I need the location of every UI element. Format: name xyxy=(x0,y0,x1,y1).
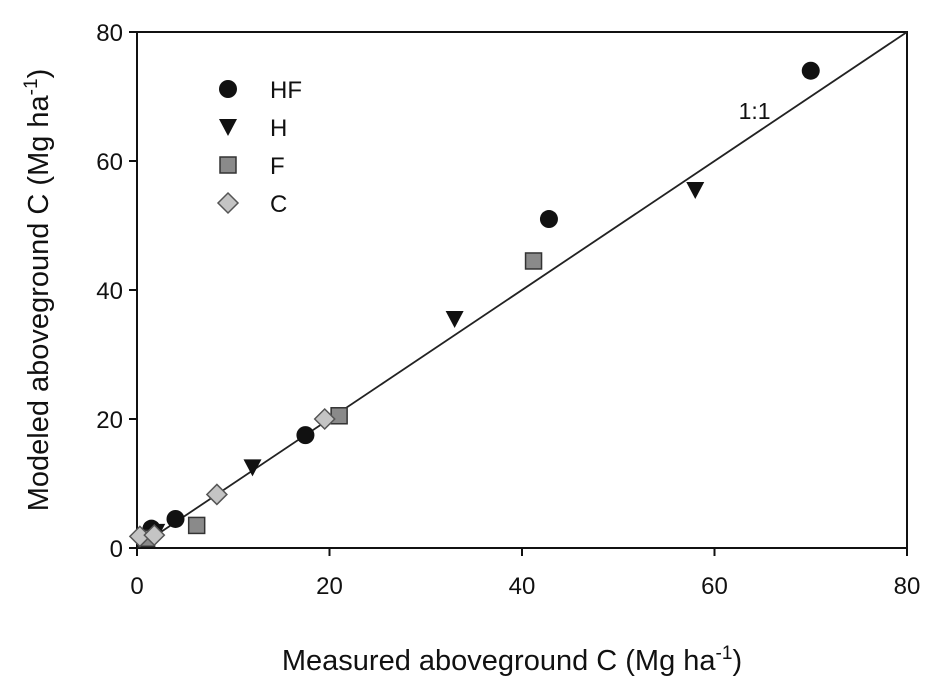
legend-label-c: C xyxy=(270,191,287,218)
data-point xyxy=(205,483,228,506)
x-axis-label: Measured aboveground C (Mg ha-1) xyxy=(282,643,742,677)
series-f xyxy=(137,252,543,548)
data-points xyxy=(128,61,820,548)
data-point xyxy=(801,61,820,80)
x-tick-label: 80 xyxy=(894,573,921,600)
legend-label-h: H xyxy=(270,115,287,142)
series-hf xyxy=(142,61,820,538)
data-point xyxy=(166,509,185,528)
y-tick-label: 40 xyxy=(96,278,123,305)
axis-ticks: 0 20 40 60 80 0 20 40 60 80 xyxy=(96,20,920,600)
y-tick-label: 80 xyxy=(96,20,123,47)
legend-marker-hf xyxy=(219,80,237,98)
x-tick-label: 60 xyxy=(701,573,728,600)
data-point xyxy=(539,210,558,229)
data-point xyxy=(330,407,348,425)
one-to-one-label: 1:1 xyxy=(739,98,771,124)
y-axis-label-main: Modeled aboveground C (Mg ha xyxy=(23,94,55,511)
x-axis-label-end: ) xyxy=(732,645,742,677)
x-tick-label: 20 xyxy=(316,573,343,600)
one-to-one-line xyxy=(136,31,908,549)
y-tick-label: 20 xyxy=(96,407,123,434)
x-axis-label-sup: -1 xyxy=(716,643,733,664)
legend-marker-f xyxy=(219,156,237,174)
legend-marker-h xyxy=(219,119,237,136)
y-tick-label: 0 xyxy=(110,536,123,563)
x-tick-label: 40 xyxy=(509,573,536,600)
data-point xyxy=(187,516,206,535)
y-axis-label-sup: -1 xyxy=(21,78,42,95)
y-axis-label: Modeled aboveground C (Mg ha-1) xyxy=(21,69,55,512)
y-tick-label: 60 xyxy=(96,149,123,176)
legend-label-hf: HF xyxy=(270,77,302,104)
data-point xyxy=(243,459,262,477)
y-axis-label-end: ) xyxy=(23,69,55,79)
legend-label-f: F xyxy=(270,153,285,180)
data-point xyxy=(524,252,543,270)
data-point xyxy=(143,524,166,547)
data-point xyxy=(296,426,315,445)
series-h xyxy=(147,182,705,541)
series-c xyxy=(128,407,336,548)
x-axis-label-main: Measured aboveground C (Mg ha xyxy=(282,645,717,677)
data-point xyxy=(686,182,705,200)
legend-marker-c xyxy=(216,191,240,215)
data-point xyxy=(445,311,464,329)
x-tick-label: 0 xyxy=(130,573,143,600)
data-point xyxy=(313,407,336,431)
